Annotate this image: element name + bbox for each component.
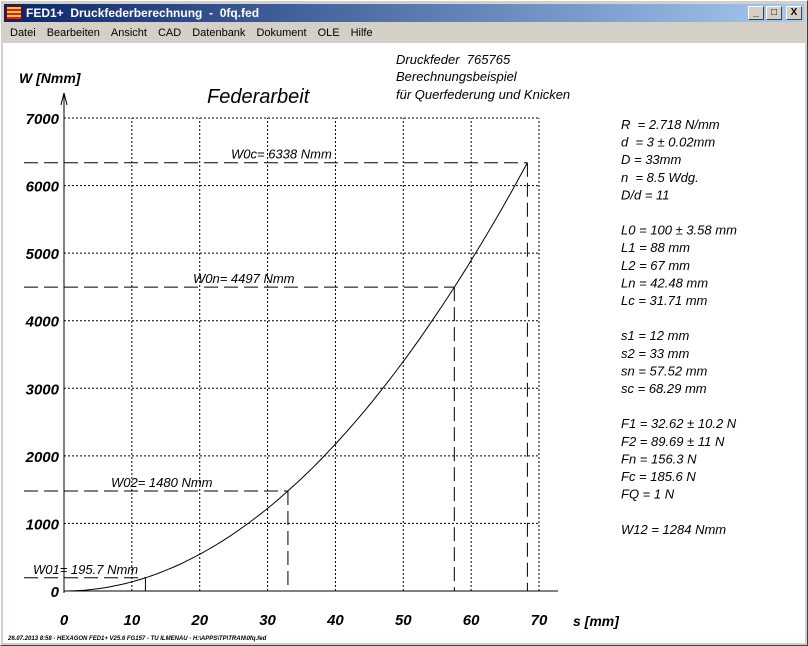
x-tick-label: 0 [60, 612, 69, 629]
menu-datenbank[interactable]: Datenbank [192, 26, 246, 39]
marker-label: W02= 1480 Nmm [111, 475, 213, 490]
x-tick-label: 70 [531, 612, 548, 629]
x-axis-label: s [mm] [573, 613, 620, 629]
y-tick-label: 1000 [26, 516, 60, 533]
window-title: FED1+ Druckfederberechnung - 0fq.fed [26, 6, 260, 20]
y-tick-label: 6000 [26, 179, 60, 196]
x-tick-label: 40 [326, 612, 344, 629]
menu-ole[interactable]: OLE [317, 26, 340, 39]
parameter-line: Lc = 31.71 mm [621, 293, 708, 308]
x-tick-label: 60 [463, 612, 480, 629]
parameter-line: sn = 57.52 mm [621, 363, 708, 378]
header-line2: Berechnungsbeispiel [396, 69, 518, 84]
menu-ansicht[interactable]: Ansicht [110, 26, 147, 39]
parameter-line: D = 33mm [621, 152, 681, 167]
parameter-line: Fn = 156.3 N [621, 451, 697, 466]
y-tick-label: 5000 [26, 246, 60, 263]
x-tick-label: 50 [395, 612, 412, 629]
chart-title: Federarbeit [207, 86, 311, 108]
parameter-line: F1 = 32.62 ± 10.2 N [621, 416, 737, 431]
x-tick-label: 20 [190, 612, 208, 629]
y-tick-label: 2000 [25, 449, 60, 466]
x-tick-label: 30 [259, 612, 276, 629]
header-line1: Druckfeder 765765 [396, 52, 511, 67]
x-tick-label: 10 [124, 612, 141, 629]
maximize-button[interactable]: □ [766, 6, 782, 20]
parameter-line: L1 = 88 mm [621, 240, 690, 255]
parameter-line: Fc = 185.6 N [621, 469, 696, 484]
parameter-line: D/d = 11 [621, 187, 670, 202]
app-icon [6, 6, 22, 20]
footer-info: 26.07.2013 8:58 - HEXAGON FED1+ V25.6 FG… [7, 636, 267, 642]
menu-datei[interactable]: Datei [10, 26, 36, 39]
parameter-line: s1 = 12 mm [621, 328, 689, 343]
parameter-line: L0 = 100 ± 3.58 mm [621, 223, 737, 238]
work-curve [64, 162, 528, 592]
parameter-line: sc = 68.29 mm [621, 381, 707, 396]
close-button[interactable]: X [786, 6, 802, 20]
menu-hilfe[interactable]: Hilfe [350, 26, 373, 39]
y-tick-label: 3000 [26, 381, 60, 398]
parameter-line: FQ = 1 N [621, 487, 675, 502]
work-chart: W [Nmm] Federarbeit s [mm] Druckfeder 76… [7, 52, 737, 642]
menu-cad[interactable]: CAD [157, 26, 182, 39]
parameter-line: s2 = 33 mm [621, 346, 689, 361]
menu-dokument[interactable]: Dokument [256, 26, 307, 39]
title-bar: FED1+ Druckfederberechnung - 0fq.fed _ □… [4, 4, 804, 22]
marker-label: W0c= 6338 Nmm [231, 147, 332, 162]
parameter-line: W12 = 1284 Nmm [621, 522, 726, 537]
parameter-line: Ln = 42.48 mm [621, 275, 708, 290]
drawing-canvas: W [Nmm] Federarbeit s [mm] Druckfeder 76… [3, 43, 805, 643]
header-line3: für Querfederung und Knicken [396, 87, 570, 102]
y-tick-label: 7000 [26, 111, 60, 128]
menu-bearbeiten[interactable]: Bearbeiten [46, 26, 100, 39]
y-tick-label: 4000 [25, 314, 60, 331]
marker-label: W0n= 4497 Nmm [193, 271, 295, 286]
marker-label: W01= 195.7 Nmm [33, 562, 138, 577]
parameter-line: L2 = 67 mm [621, 258, 690, 273]
parameter-line: R = 2.718 N/mm [621, 117, 720, 132]
parameter-line: F2 = 89.69 ± 11 N [621, 434, 725, 449]
menu-bar: Datei Bearbeiten Ansicht CAD Datenbank D… [4, 23, 378, 42]
minimize-button[interactable]: _ [748, 6, 764, 20]
y-axis-label: W [Nmm] [19, 70, 82, 86]
parameter-line: d = 3 ± 0.02mm [621, 135, 715, 150]
y-tick-label: 0 [51, 584, 60, 601]
y-axis-arrow [60, 92, 68, 106]
parameter-line: n = 8.5 Wdg. [621, 170, 699, 185]
